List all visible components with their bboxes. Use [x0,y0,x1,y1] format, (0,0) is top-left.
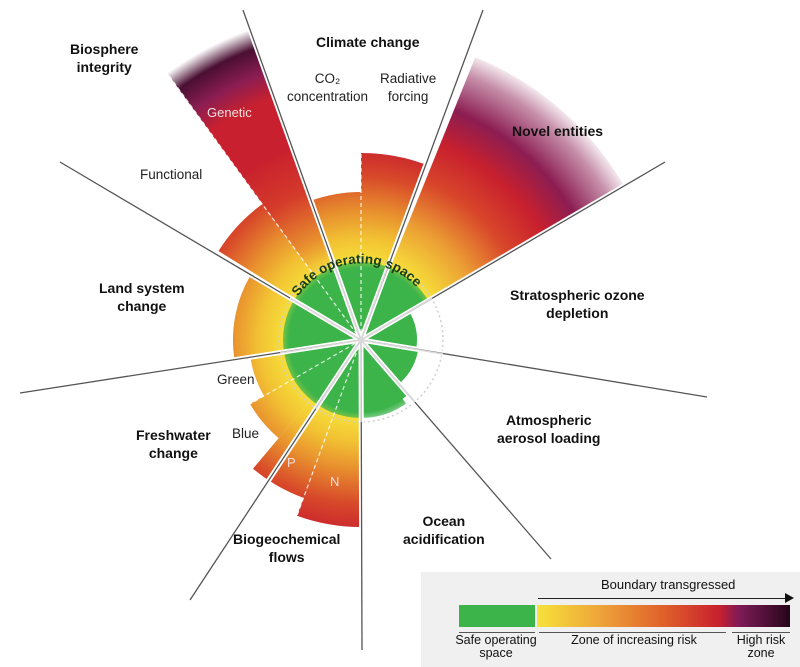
legend-rule-risk [539,632,726,633]
label-blue: Blue [232,426,260,441]
label-genetic: Genetic [207,105,252,120]
arrow-right-icon [785,593,794,603]
legend-high-label: High risk zone [736,633,786,660]
label-biosphere-integrity: Biosphere integrity [70,41,139,75]
label-novel-entities: Novel entities [512,123,604,139]
wedge-aerosol [361,340,419,385]
label-co2-concentration: CO₂ concentration [287,71,369,104]
wedge-ocean [361,340,408,413]
label-climate-change: Climate change [316,34,420,50]
label-n: N [330,474,340,489]
label-biogeochemical-flows: Biogeochemical flows [233,531,341,565]
sub-dividers [163,68,362,516]
sector-dividers [19,9,708,651]
boundary-circle [278,257,444,423]
legend-rule-safe [459,632,535,633]
legend-safe-swatch [459,605,535,627]
wedge-novel-entities [361,57,626,340]
label-ocean-acidification: Ocean acidification [403,513,485,547]
label-functional: Functional [140,167,203,182]
label-atmospheric-aerosol-loading: Atmospheric aerosol loading [497,412,601,446]
legend-arrow-label: Boundary transgressed [601,577,736,592]
label-green: Green [217,372,255,387]
label-p: P [287,455,296,470]
legend: Boundary transgressed Safe operating spac… [421,572,800,667]
legend-rule-high [732,632,790,633]
label-radiative-forcing: Radiative forcing [380,71,437,104]
legend-arrow-line [538,598,788,599]
label-freshwater-change: Freshwater change [136,427,211,461]
legend-safe-label: Safe operating space [455,633,537,660]
legend-risk-label: Zone of increasing risk [571,633,697,647]
label-stratospheric-ozone-depletion: Stratospheric ozone depletion [510,287,645,321]
legend-risk-gradient [537,605,790,627]
label-land-system-change: Land system change [99,280,185,314]
wedge-biosphere-genetic [164,25,361,340]
